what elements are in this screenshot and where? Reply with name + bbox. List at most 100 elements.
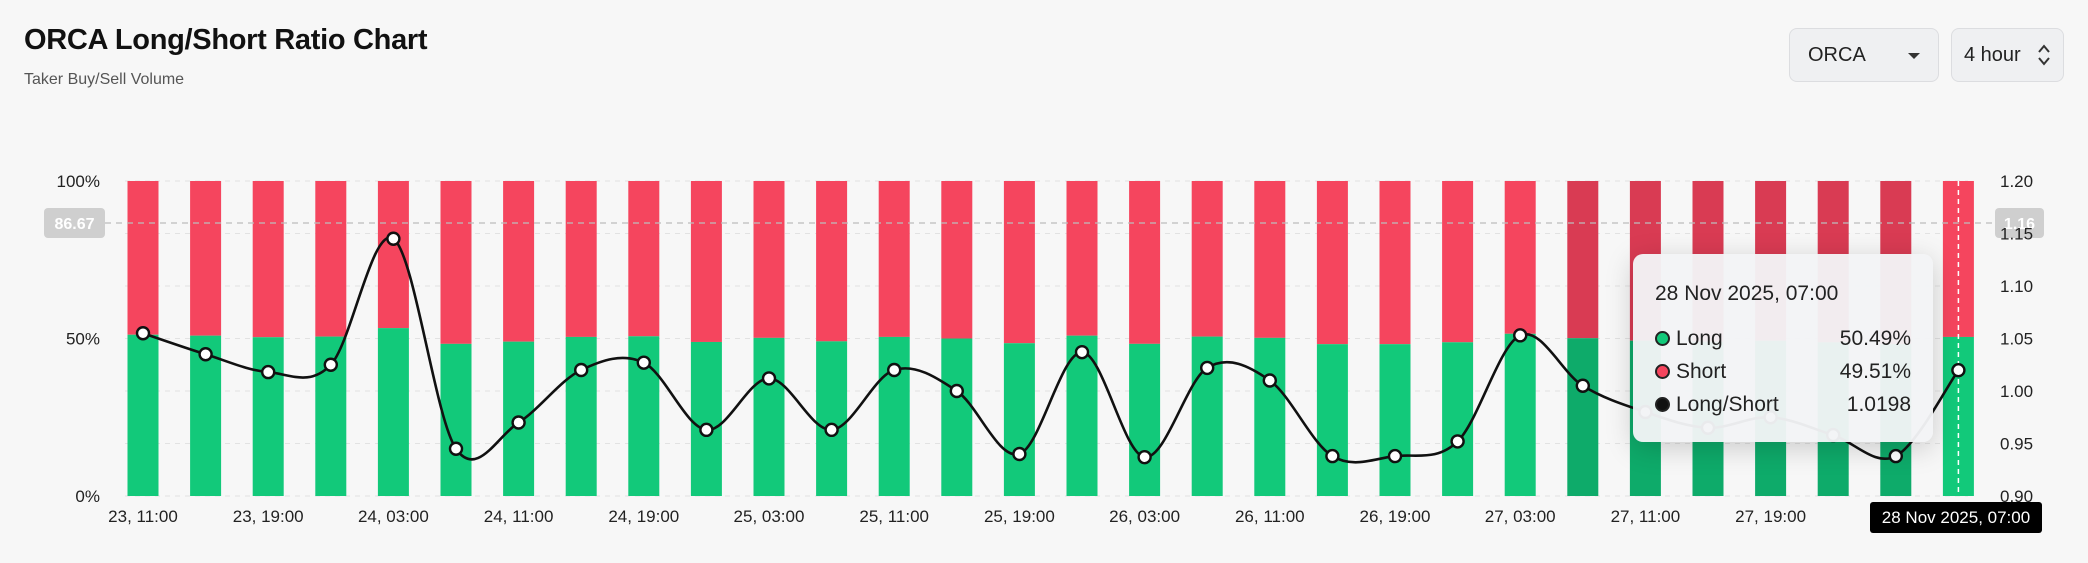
- bar-long: [1129, 343, 1161, 496]
- bar-long: [1379, 344, 1411, 496]
- x-tick-label: 26, 11:00: [1235, 507, 1305, 526]
- y-right-tick-label: 1.10: [2000, 277, 2033, 296]
- tooltip-value: 49.51%: [1839, 359, 1911, 383]
- bar-short: [127, 181, 159, 335]
- ratio-point: [1325, 448, 1340, 464]
- ratio-point: [386, 231, 401, 246]
- chevron-updown-icon: [2038, 44, 2050, 66]
- symbol-select-value: ORCA: [1808, 43, 1866, 66]
- ratio-point: [323, 357, 338, 372]
- x-tick-label: 27, 11:00: [1611, 507, 1681, 526]
- caret-down-icon: [1908, 53, 1920, 59]
- ratio-point: [824, 422, 839, 438]
- tooltip-row-long: Long 50.49%: [1655, 322, 1911, 355]
- bar-short: [1942, 181, 1974, 337]
- bar-short: [816, 181, 848, 342]
- y-left-tick-label: 0%: [75, 487, 100, 506]
- ratio-point: [1199, 360, 1215, 376]
- bar-long: [127, 334, 159, 496]
- ratio-point: [1951, 363, 1966, 378]
- ratio-point: [1012, 446, 1027, 462]
- ratio-line: [142, 236, 1960, 464]
- y-right-tick-label: 1.00: [2000, 382, 2033, 401]
- bar-short: [753, 181, 785, 338]
- ratio-point: [261, 364, 276, 380]
- bar-short: [1254, 181, 1286, 338]
- bar-short: [503, 181, 535, 342]
- ratio-point: [1450, 434, 1465, 449]
- bar-long: [690, 341, 722, 496]
- bar-long: [1567, 338, 1599, 496]
- bar-short: [1129, 181, 1161, 344]
- bar-short: [878, 181, 910, 337]
- x-tick-label: 26, 19:00: [1360, 507, 1431, 526]
- bar-short: [190, 181, 222, 336]
- bar-short: [628, 181, 660, 337]
- axes-layer: 0% 50% 100% 0.90 0.95 1.00 1.05 1.10 1.15 1.20 23,…: [57, 172, 2034, 526]
- bar-long: [1191, 336, 1223, 496]
- bar-long: [190, 335, 222, 496]
- ratio-point: [574, 362, 589, 378]
- bar-long: [377, 328, 409, 496]
- crosshair-right-badge: [1995, 208, 2044, 238]
- ratio-point: [887, 362, 902, 378]
- ratio-point: [761, 371, 777, 386]
- tooltip-date: 28 Nov 2025, 07:00: [1655, 282, 1839, 305]
- ratio-point: [1387, 448, 1403, 464]
- bar-long: [1504, 333, 1536, 496]
- crosshair-left-badge: [44, 208, 105, 238]
- x-tick-label: 25, 19:00: [984, 507, 1055, 526]
- bar-long: [1003, 343, 1035, 496]
- bar-short: [315, 181, 347, 337]
- tooltip-value: 50.49%: [1839, 326, 1911, 350]
- chart-tooltip: 28 Nov 2025, 07:00 Long 50.49% Short 49.…: [1633, 254, 1933, 442]
- ratio-point: [1575, 378, 1591, 393]
- bar-short: [1504, 181, 1536, 334]
- bar-long: [878, 336, 910, 496]
- ratio-point: [198, 347, 213, 362]
- crosshair-right-label: 1.16: [2004, 216, 2035, 233]
- bar-long: [816, 341, 848, 496]
- ratio-point: [636, 355, 651, 370]
- ratio-line-layer: [135, 231, 1966, 465]
- ratio-point: [1888, 448, 1904, 464]
- y-right-tick-label: 0.90: [2000, 487, 2033, 506]
- chart-grid: [125, 180, 1968, 497]
- ratio-point: [699, 422, 714, 438]
- crosshair-left-label: 86.67: [54, 216, 94, 233]
- bar-short: [377, 181, 409, 329]
- page-title: ORCA Long/Short Ratio Chart: [24, 24, 428, 56]
- y-right-tick-label: 0.95: [2000, 435, 2033, 454]
- bar-short: [1003, 181, 1035, 344]
- short-dot-icon: [1655, 364, 1670, 379]
- bar-short: [1442, 181, 1474, 343]
- y-left-tick-label: 100%: [57, 172, 100, 191]
- bar-short: [440, 181, 472, 344]
- bar-short: [1316, 181, 1348, 345]
- y-right-tick-label: 1.05: [2000, 330, 2033, 349]
- crosshair-x-label: 28 Nov 2025, 07:00: [1870, 502, 2042, 533]
- ratio-point: [1137, 449, 1152, 465]
- symbol-select[interactable]: ORCA: [1789, 28, 1939, 82]
- x-tick-label: 26, 03:00: [1109, 507, 1180, 526]
- ratio-point: [1512, 328, 1528, 343]
- x-tick-label: 27, 03:00: [1485, 507, 1556, 526]
- bar-long: [941, 338, 973, 496]
- y-right-tick-label: 1.20: [2000, 172, 2033, 191]
- bar-long: [1442, 342, 1474, 496]
- x-tick-label: 23, 19:00: [233, 507, 304, 526]
- x-tick-label: 27, 19:00: [1735, 507, 1806, 526]
- x-tick-label: 23, 11:00: [108, 507, 178, 526]
- tooltip-row-ratio: Long/Short 1.0198: [1655, 388, 1911, 421]
- long-dot-icon: [1655, 331, 1670, 346]
- tooltip-label: Short: [1676, 359, 1727, 383]
- ratio-point: [511, 415, 526, 430]
- interval-select[interactable]: 4 hour: [1951, 28, 2064, 82]
- bar-short: [941, 181, 973, 339]
- bar-long: [565, 336, 597, 496]
- tooltip-value: 1.0198: [1846, 392, 1911, 416]
- crosshair: 86.67 1.16: [44, 181, 2044, 496]
- interval-select-value: 4 hour: [1964, 43, 2021, 66]
- tooltip-row-short: Short 49.51%: [1655, 355, 1911, 388]
- bar-long: [1316, 344, 1348, 496]
